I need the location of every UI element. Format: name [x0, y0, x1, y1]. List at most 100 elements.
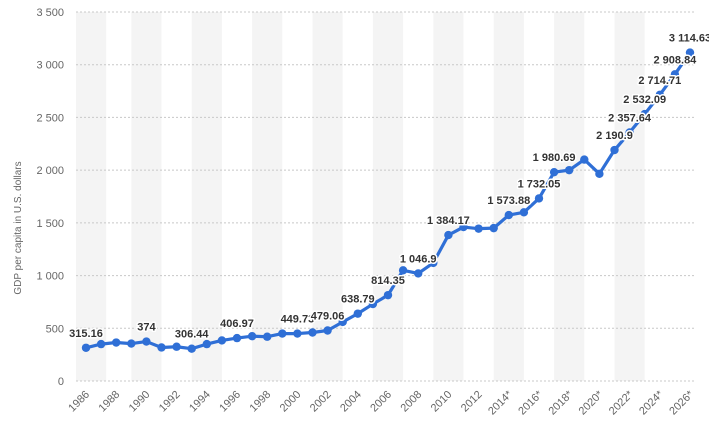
data-point: [81, 343, 91, 352]
data-label: 2 532.09: [623, 94, 666, 106]
y-axis-label: GDP per capita in U.S. dollars: [13, 161, 24, 294]
data-point: [232, 333, 242, 343]
data-point: [504, 210, 513, 220]
data-point: [172, 342, 181, 351]
data-label: 3 114.63: [669, 33, 709, 45]
data-label: 1 384.17: [427, 215, 470, 227]
gridlines: [76, 11, 694, 382]
data-point: [157, 343, 166, 352]
data-point: [670, 70, 680, 79]
data-label: 315.16: [69, 328, 103, 340]
data-label: 479.06: [311, 310, 345, 322]
data-label: 1 732.05: [518, 178, 561, 190]
x-tick-label: 1998: [248, 389, 274, 415]
data-points: [81, 48, 695, 353]
x-tick-label: 2018*: [546, 388, 575, 417]
y-tick-label: 2 000: [36, 165, 64, 177]
background-band: [372, 12, 404, 381]
data-point: [187, 344, 196, 353]
x-tick-label: 1986: [66, 389, 92, 415]
data-point: [534, 194, 544, 203]
data-label: 638.79: [341, 294, 375, 306]
x-tick-label: 2006: [368, 389, 394, 415]
background-band: [312, 12, 343, 381]
x-tick-label: 2004: [338, 389, 364, 415]
x-tick-label: 1996: [217, 389, 243, 415]
background-band: [252, 12, 283, 381]
x-tick-label: 2008: [399, 389, 425, 415]
data-point: [565, 165, 574, 175]
data-point: [549, 167, 559, 177]
data-point: [429, 258, 438, 268]
background-band: [131, 12, 162, 381]
data-label: 374: [137, 322, 156, 334]
x-tick-label: 2026*: [667, 388, 696, 417]
x-tick-label: 2014*: [486, 388, 515, 417]
background-band: [76, 12, 107, 381]
data-point: [474, 224, 483, 233]
data-label: 1 980.69: [533, 152, 576, 164]
data-point: [353, 309, 362, 318]
x-tick-label: 2020*: [577, 388, 606, 417]
data-point: [247, 331, 257, 341]
data-label: 406.97: [220, 318, 254, 330]
background-band: [614, 12, 645, 381]
data-point: [323, 326, 332, 335]
y-axis-ticks: 0 500 1 000 1 500 2 000 2 500 3 000 3 500: [36, 7, 64, 388]
data-point: [368, 299, 378, 309]
y-tick-label: 1 000: [36, 271, 64, 283]
x-tick-label: 2012: [459, 389, 485, 415]
data-label: 2 190.9: [596, 130, 633, 142]
x-tick-label: 2022*: [607, 388, 636, 417]
data-point: [398, 266, 408, 275]
data-label: 306.44: [175, 329, 210, 341]
data-label: 1 573.88: [487, 195, 530, 207]
background-band: [554, 12, 585, 381]
data-point: [414, 269, 423, 278]
x-tick-label: 1988: [97, 389, 123, 415]
x-tick-label: 2000: [278, 389, 304, 415]
data-point: [580, 155, 589, 164]
x-tick-label: 1992: [157, 389, 183, 415]
data-point: [595, 169, 604, 179]
x-tick-label: 2024*: [637, 388, 666, 417]
data-point: [293, 329, 302, 338]
data-label: 2 357.64: [608, 112, 652, 124]
data-point: [685, 48, 695, 57]
background-band: [191, 12, 222, 381]
data-label: 2 908.84: [653, 54, 697, 66]
data-label: 814.35: [371, 275, 405, 287]
data-label: 449.73: [281, 314, 315, 326]
y-tick-label: 3 500: [36, 7, 64, 19]
data-point: [610, 145, 619, 155]
x-tick-label: 2002: [308, 389, 334, 415]
x-tick-label: 1994: [187, 389, 213, 415]
data-point: [444, 230, 453, 240]
background-band: [433, 12, 464, 381]
x-tick-label: 1990: [127, 389, 153, 415]
x-tick-label: 2010: [429, 389, 455, 415]
background-band: [493, 12, 524, 381]
data-label: 2 714.71: [638, 75, 681, 87]
data-point: [217, 336, 227, 345]
data-point: [338, 317, 347, 327]
data-point: [489, 223, 498, 233]
data-point: [308, 328, 317, 337]
data-point: [519, 208, 529, 217]
data-point: [112, 338, 121, 347]
data-point: [459, 222, 468, 232]
data-label: 1 046.9: [400, 253, 437, 265]
y-tick-label: 500: [46, 323, 64, 335]
data-point: [127, 339, 136, 348]
data-point: [142, 337, 151, 346]
x-axis-ticks: 1986 1988 1990 1992 1994 1996 1998 2000 2002 2004…: [66, 388, 696, 417]
y-tick-label: 3 000: [36, 60, 64, 72]
data-point: [278, 329, 287, 338]
data-point: [383, 290, 393, 300]
data-point: [640, 109, 649, 119]
data-point: [625, 128, 634, 137]
data-point: [263, 332, 272, 341]
